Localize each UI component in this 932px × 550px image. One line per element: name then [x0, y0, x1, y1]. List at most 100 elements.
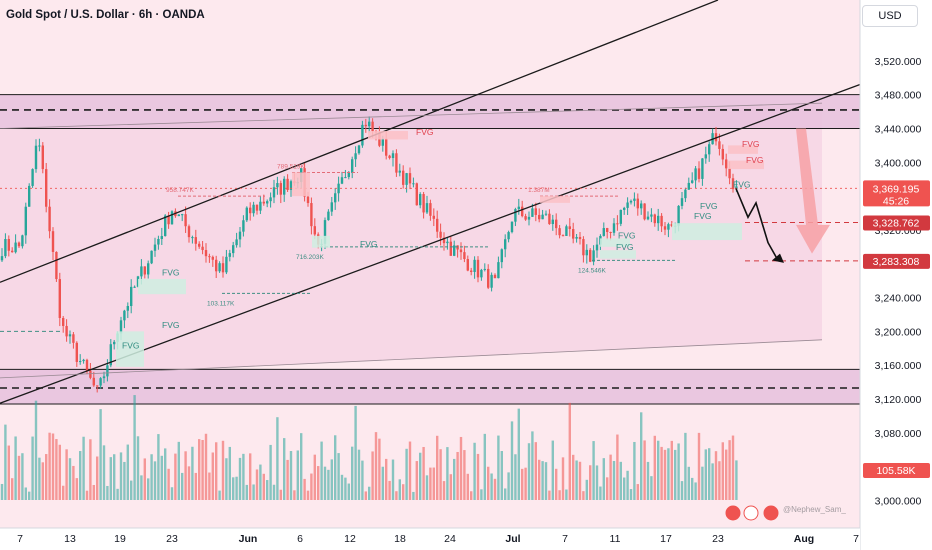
- fvg-box: [138, 278, 186, 295]
- candle-body: [636, 198, 639, 209]
- candle-body: [245, 207, 248, 221]
- y-tick-label: 3,400.000: [875, 157, 922, 169]
- fvg-box: [116, 331, 144, 367]
- volume-bar: [714, 451, 718, 500]
- volume-bar: [721, 442, 724, 500]
- volume-bar: [310, 473, 313, 500]
- volume-bar: [378, 438, 381, 500]
- volume-bar: [602, 458, 605, 500]
- fvg-box: [600, 250, 636, 259]
- volume-bar: [170, 487, 174, 500]
- fvg-label: FVG: [618, 230, 635, 240]
- volume-bar: [480, 489, 483, 500]
- candle-body: [221, 263, 225, 273]
- candle-body: [99, 378, 102, 386]
- volume-bar: [45, 454, 48, 500]
- candle-body: [531, 208, 534, 217]
- volume-bar: [504, 488, 507, 500]
- candle-body: [361, 124, 364, 146]
- upper-channel-line: [0, 0, 719, 283]
- liquidity-label: 124.546K: [578, 267, 606, 274]
- volume-bar: [521, 468, 524, 500]
- candle-body: [14, 242, 17, 253]
- candle-body: [242, 220, 245, 232]
- candle-body: [463, 252, 466, 260]
- volume-bar: [487, 466, 490, 500]
- volume-bar: [694, 482, 697, 500]
- volume-bar: [0, 483, 4, 500]
- candle-body: [425, 203, 429, 213]
- volume-bar: [225, 458, 228, 500]
- volume-bar: [116, 488, 119, 500]
- candle-body: [629, 200, 633, 203]
- range-bottom-edge: [0, 339, 823, 379]
- volume-bar: [187, 466, 191, 500]
- volume-bar: [398, 479, 401, 500]
- volume-bar: [599, 486, 602, 500]
- candle-body: [313, 226, 316, 235]
- candle-body: [436, 218, 439, 232]
- candle-body: [408, 173, 412, 184]
- volume-bar: [578, 461, 582, 500]
- candle-body: [694, 168, 697, 181]
- volume-bar: [21, 453, 24, 500]
- volume-bar: [561, 457, 565, 500]
- candle-body: [82, 359, 85, 362]
- y-tick-label: 3,080.000: [875, 428, 922, 440]
- volume-bar: [684, 432, 687, 500]
- candle-body: [89, 370, 92, 378]
- volume-bar: [194, 472, 197, 500]
- volume-bar: [442, 481, 446, 500]
- candle-body: [687, 182, 690, 190]
- volume-bar: [551, 440, 554, 500]
- candle-body: [58, 279, 61, 318]
- volume-bar: [14, 436, 17, 500]
- volume-bar: [252, 484, 255, 500]
- candle-body: [7, 239, 10, 251]
- volume-bar: [725, 449, 728, 500]
- volume-bar: [636, 484, 639, 500]
- demand-zone: [0, 369, 860, 405]
- candle-body: [415, 183, 418, 206]
- candle-body: [718, 141, 721, 149]
- candle-body: [660, 215, 663, 227]
- bearish-projection-arrow: [796, 128, 830, 254]
- volume-bar: [147, 478, 150, 500]
- volume-bar: [735, 460, 738, 500]
- volume-bar: [160, 455, 163, 500]
- fvg-label: FVG: [122, 340, 139, 350]
- currency-button[interactable]: USD: [862, 5, 918, 27]
- x-tick-label: 19: [114, 533, 126, 545]
- candle-body: [572, 229, 575, 239]
- volume-bar: [72, 465, 75, 500]
- candle-body: [177, 214, 180, 217]
- candle-body: [143, 266, 146, 275]
- volume-bar: [269, 444, 272, 500]
- volume-bar: [595, 465, 599, 500]
- volume-bar: [718, 461, 721, 500]
- candle-body: [558, 228, 561, 236]
- candle-body: [385, 138, 388, 156]
- candle-body: [470, 270, 473, 272]
- volume-bar: [476, 453, 480, 500]
- volume-bar: [674, 449, 677, 500]
- fvg-box: [540, 196, 570, 203]
- volume-bar: [640, 412, 643, 500]
- volume-bar: [456, 451, 459, 500]
- volume-bar: [643, 440, 646, 500]
- volume-bar: [119, 452, 123, 500]
- projection-arrowhead: [772, 253, 784, 263]
- volume-bar: [483, 433, 486, 500]
- volume-bar: [337, 453, 340, 500]
- volume-bar: [517, 408, 520, 500]
- candle-body: [388, 155, 391, 159]
- flash-icon: [725, 505, 741, 521]
- x-tick-label: 13: [64, 533, 76, 545]
- volume-bar: [646, 461, 650, 500]
- fvg-label: FVG: [733, 180, 750, 190]
- candle-body: [272, 187, 276, 198]
- candle-body: [480, 269, 483, 278]
- candle-body: [170, 211, 174, 225]
- y-tick-label: 3,520.000: [875, 56, 922, 68]
